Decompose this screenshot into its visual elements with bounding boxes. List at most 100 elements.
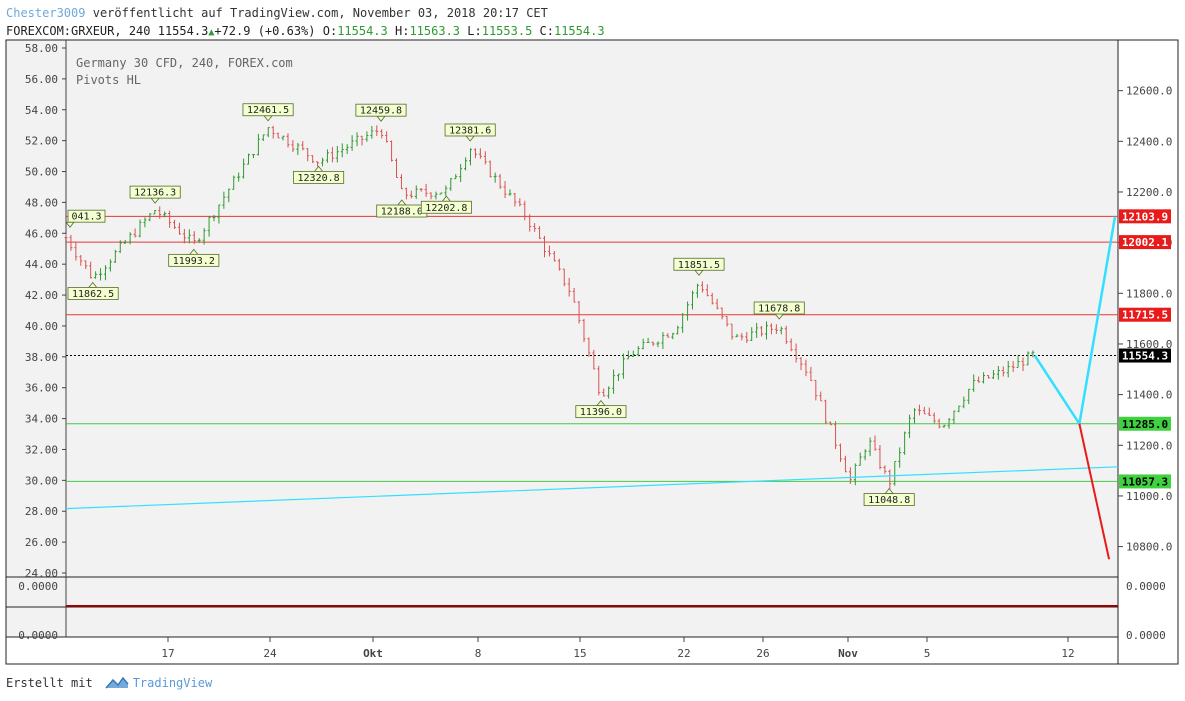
- tradingview-link[interactable]: TradingView: [132, 676, 213, 690]
- high-value: 11563.3: [409, 24, 461, 38]
- left-axis-label: 24.00: [25, 567, 58, 580]
- drawings[interactable]: [65, 216, 1119, 560]
- pivot-box: [673, 257, 725, 271]
- low-value: 11553.5: [481, 24, 533, 38]
- x-axis-label: 8: [475, 647, 482, 660]
- price-tag-label: 12103.9: [1122, 210, 1168, 223]
- open-label: O:: [322, 24, 338, 38]
- right-axis-label: 11600.0: [1126, 338, 1172, 351]
- close-label: C:: [539, 24, 554, 38]
- pivot-box: [355, 103, 407, 117]
- right-axis-label: 11800.0: [1126, 287, 1172, 300]
- level-lines: [66, 215, 1118, 482]
- left-axis-label: 42.00: [25, 289, 58, 302]
- pivot-label: 11048.8: [868, 495, 910, 506]
- left-axis-label: 40.00: [25, 320, 58, 333]
- time-axis[interactable]: [5, 636, 1119, 665]
- pivot-label: 11396.0: [580, 407, 622, 418]
- close-value: 11554.3: [553, 24, 605, 38]
- pivot-box: [444, 123, 496, 137]
- author-link[interactable]: Chester3009: [6, 6, 86, 20]
- left-axis-label: 30.00: [25, 474, 58, 487]
- pivot-box: [67, 287, 119, 300]
- indicator-panel-2[interactable]: [5, 606, 1119, 638]
- indicator-right-label: 0.0000: [1126, 629, 1166, 642]
- footer: Erstellt mit TradingView: [6, 676, 212, 690]
- created-with-label: Erstellt mit: [6, 676, 93, 690]
- pivot-label: 12136.3: [134, 188, 176, 199]
- pivot-box: [753, 301, 805, 315]
- pivot-label: 11862.5: [72, 289, 114, 300]
- right-axis-label: 11000.0: [1126, 490, 1172, 503]
- pivot-label: 12202.8: [425, 203, 467, 214]
- pivot-box: [293, 170, 345, 184]
- right-axis-label: 11200.0: [1126, 439, 1172, 452]
- price-tags: 12103.9 12002.1 11715.5 11554.3 11285.0 11057…: [1119, 209, 1171, 489]
- price-tag-resistance: [1119, 235, 1171, 250]
- price-tag-label: 11285.0: [1122, 418, 1168, 431]
- pivot-label: 12461.5: [247, 105, 289, 116]
- x-axis-label: 17: [161, 647, 174, 660]
- low-label: L:: [467, 24, 482, 38]
- symbol-info: FOREXCOM:GRXEUR, 240 11554.3▲+72.9 (+0.6…: [6, 24, 605, 38]
- legend-indicator: Pivots HL: [76, 73, 141, 87]
- pivot-box: [242, 103, 294, 117]
- trend-line[interactable]: [65, 466, 1119, 510]
- left-axis-label: 38.00: [25, 351, 58, 364]
- left-axis-label: 44.00: [25, 258, 58, 271]
- main-panel[interactable]: [5, 39, 1119, 578]
- left-axis-label: 36.00: [25, 382, 58, 395]
- pivot-box: [67, 209, 106, 223]
- price-tag-support: [1119, 416, 1171, 431]
- pivot-label: 11851.5: [678, 260, 720, 271]
- x-axis-labels: 17 24 Okt 8 15 22 26 Nov 5 12: [161, 637, 1075, 660]
- right-axis-label: 10800.0: [1126, 541, 1172, 554]
- up-triangle-icon: ▲: [208, 27, 215, 38]
- x-axis-label: 12: [1061, 647, 1074, 660]
- price-change: +72.9 (+0.63%): [214, 24, 316, 38]
- candles: [64, 125, 1035, 490]
- left-axis-label: 26.00: [25, 536, 58, 549]
- pivot-labels: 041.3 11862.5 12136.3 11993.2 12461.5 12320.8…: [65, 103, 915, 506]
- chart-header: Chester3009 veröffentlicht auf TradingVi…: [6, 6, 548, 20]
- x-axis-label: 22: [677, 647, 690, 660]
- right-axis-label: 12200.0: [1126, 186, 1172, 199]
- price-tag-label: 12002.1: [1122, 236, 1169, 249]
- indicator-panel-1[interactable]: [5, 576, 1119, 608]
- pivot-label: 12459.8: [360, 106, 402, 117]
- publish-info: veröffentlicht auf TradingView.com, Nove…: [92, 6, 548, 20]
- price-tag-resistance: [1119, 209, 1171, 224]
- x-axis-label: 5: [924, 647, 931, 660]
- price-tag-resistance: [1119, 307, 1171, 322]
- pivot-box: [863, 493, 915, 506]
- high-label: H:: [395, 24, 410, 38]
- indicator-left-label: 0.0000: [18, 580, 58, 593]
- pivot-box: [168, 253, 220, 267]
- legend-title: Germany 30 CFD, 240, FOREX.com: [76, 56, 293, 70]
- price-tag-support: [1119, 474, 1171, 489]
- x-axis-label: 24: [263, 647, 277, 660]
- tradingview-logo-icon: [105, 676, 129, 689]
- price-tag-label: 11057.3: [1122, 475, 1168, 488]
- price-tag-label: 11715.5: [1122, 309, 1168, 322]
- projection-down-line[interactable]: [1078, 423, 1111, 560]
- left-axis-label: 52.00: [25, 135, 58, 148]
- indicator-right-label: 0.0000: [1126, 580, 1166, 593]
- x-axis-label: 15: [573, 647, 586, 660]
- pivot-label: 12381.6: [449, 125, 491, 136]
- indicator-left-label: 0.0000: [18, 629, 58, 642]
- pivot-box: [420, 200, 472, 214]
- right-axis-label: 12400.0: [1126, 135, 1172, 148]
- left-axis-label: 28.00: [25, 505, 58, 518]
- x-axis-label: Okt: [363, 647, 383, 660]
- price-tag-last: [1119, 348, 1171, 363]
- symbol-name: FOREXCOM:GRXEUR, 240: [6, 24, 151, 38]
- pivot-label: 12320.8: [298, 173, 340, 184]
- left-axis-label: 48.00: [25, 196, 58, 209]
- x-axis-label: Nov: [838, 647, 858, 660]
- last-price: 11554.3: [157, 24, 209, 38]
- pivot-box: [129, 185, 181, 199]
- left-axis-label: 46.00: [25, 227, 58, 240]
- right-axis-label: 11400.0: [1126, 389, 1172, 402]
